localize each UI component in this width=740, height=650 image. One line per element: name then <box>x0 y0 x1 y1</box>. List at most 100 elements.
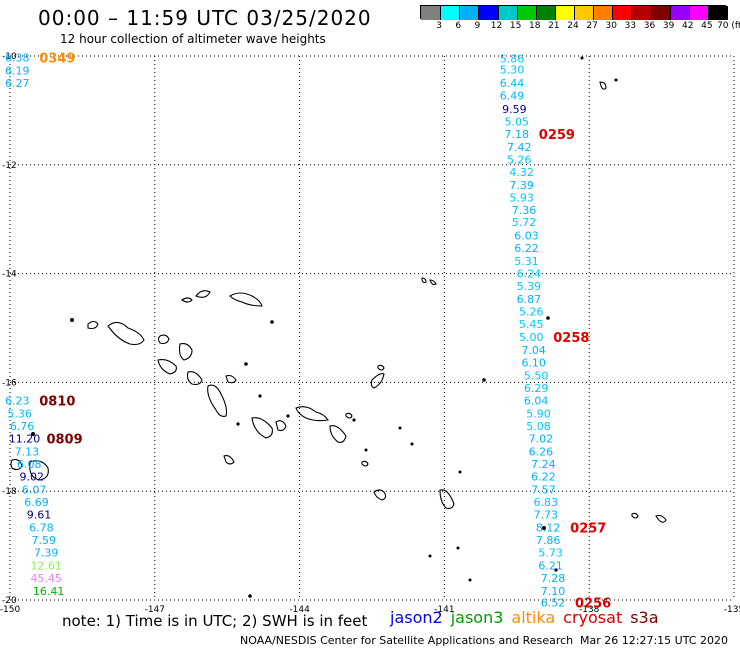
wave-height-value: 7.28 <box>541 572 566 585</box>
islet <box>468 578 472 582</box>
wave-height-value: 6.24 <box>517 268 542 281</box>
wave-height-value: 7.04 <box>521 344 546 357</box>
wave-height-value: 6.07 <box>22 484 47 497</box>
island-outline <box>373 489 387 501</box>
legend-colorbar <box>420 5 728 20</box>
wave-height-value: 7.24 <box>531 458 556 471</box>
legend-tick-label: 27 <box>586 21 598 31</box>
wave-height-value: 5.05 <box>505 115 530 128</box>
latitude-label: -14 <box>2 270 17 280</box>
legend-swatch <box>574 6 595 20</box>
satellite-jason2: jason2 <box>390 608 443 627</box>
wave-height-value: 5.30 <box>500 64 525 77</box>
islet <box>236 422 240 426</box>
legend-swatch <box>554 6 575 20</box>
legend-tick-label: 70 (ft) <box>717 21 740 31</box>
wave-height-value: 11.20 <box>9 432 41 445</box>
wave-height-value: 5.36 <box>7 407 32 420</box>
legend-swatch <box>612 6 633 20</box>
islet <box>554 568 558 572</box>
island-outline <box>157 359 177 375</box>
legend-swatch <box>707 6 728 20</box>
island-outline <box>377 364 385 371</box>
legend-swatch <box>459 6 480 20</box>
wave-height-value: 6.87 <box>517 293 542 306</box>
wave-height-value: 7.57 <box>531 484 556 497</box>
track-east-0256: 6.52 0256 <box>541 597 611 612</box>
island-outlines <box>10 81 667 523</box>
wave-height-value: 5.39 <box>517 280 542 293</box>
wave-height-value: 6.22 <box>514 242 539 255</box>
wave-height-value: 5.26 <box>519 306 544 319</box>
island-outline <box>229 292 263 307</box>
wave-height-value: 7.10 <box>541 585 566 598</box>
track-time-label: 0258 <box>553 331 589 346</box>
islet <box>456 546 460 550</box>
islet <box>364 448 368 452</box>
wave-height-value: 7.02 <box>529 432 554 445</box>
wave-height-value: 6.19 <box>5 65 30 78</box>
island-outline <box>107 321 145 346</box>
satellite-jason3: jason3 <box>450 608 504 627</box>
page-subtitle: 12 hour collection of altimeter wave hei… <box>60 32 326 46</box>
latitude-label: -12 <box>2 161 17 171</box>
altimeter-tracks: 6.386.196.27 0349 5.865.306.446.499.595.05… <box>5 52 611 612</box>
wave-height-value: 12.61 <box>30 560 62 573</box>
legend-swatch <box>516 6 537 20</box>
legend-swatch <box>650 6 671 20</box>
wave-height-value: 7.36 <box>512 204 537 217</box>
islet <box>398 426 402 430</box>
axis-labels: -10 -12 -14 -16 -18 -20-150 -147 -144 -141 -138 -1… <box>0 52 740 615</box>
credit-line: NOAA/NESDIS Center for Satellite Applica… <box>240 634 574 647</box>
legend-tick-label: 18 <box>529 21 541 31</box>
wave-height-value: 6.76 <box>10 420 35 433</box>
islet <box>614 78 618 82</box>
legend-swatch <box>440 6 461 20</box>
wave-height-value: 7.39 <box>509 179 534 192</box>
wave-height-value: 5.50 <box>524 369 549 382</box>
track-time-label: 0259 <box>539 128 575 143</box>
legend-tick-label: 39 <box>662 21 675 31</box>
islet <box>580 56 584 60</box>
track-time-label: 0809 <box>46 432 82 447</box>
wave-height-value: 45.45 <box>30 572 62 585</box>
island-outline <box>429 279 437 286</box>
wave-height-value: 6.27 <box>5 77 30 90</box>
wave-height-value: 7.13 <box>15 445 40 458</box>
islet <box>270 320 274 324</box>
wave-height-value: 9.02 <box>19 471 44 484</box>
legend-tick-label: 21 <box>548 21 560 31</box>
legend-swatch <box>497 6 518 20</box>
wave-height-value: 7.86 <box>536 534 561 547</box>
islet <box>546 316 550 320</box>
wave-height-value: 5.73 <box>538 547 563 560</box>
island-outline <box>295 406 329 422</box>
satellite-s3a: s3a <box>630 608 659 627</box>
wave-height-value: 6.38 <box>5 52 30 65</box>
island-outline <box>225 374 237 384</box>
legend-swatch <box>478 6 499 20</box>
wave-height-value: 5.08 <box>526 420 551 433</box>
wave-height-value: 5.86 <box>500 53 525 66</box>
legend-swatch <box>631 6 652 20</box>
island-outline <box>421 277 427 284</box>
legend-tick-label: 24 <box>567 21 579 31</box>
wave-height-value: 16.41 <box>33 585 65 598</box>
wave-height-value: 6.44 <box>500 77 525 90</box>
satellite-altika: altika <box>511 608 556 627</box>
island-outline <box>87 320 99 330</box>
wave-height-value: 5.45 <box>519 318 544 331</box>
wave-height-value: 6.10 <box>521 356 546 369</box>
track-time-label: 0810 <box>39 394 75 409</box>
wave-height-value: 5.31 <box>514 255 539 268</box>
track-east-0258: 5.265.455.007.046.105.506.296.045.905.08… <box>519 306 589 509</box>
wave-height-value: 8.12 <box>536 522 561 535</box>
wave-height-value: 5.90 <box>526 407 551 420</box>
island-outline <box>207 384 228 417</box>
island-outline <box>275 420 287 432</box>
legend-tick-label: 15 <box>509 21 522 31</box>
wave-height-value: 6.78 <box>29 522 54 535</box>
track-west-top: 6.386.196.27 0349 <box>5 52 75 91</box>
island-outline <box>329 425 347 443</box>
islet <box>482 378 486 382</box>
